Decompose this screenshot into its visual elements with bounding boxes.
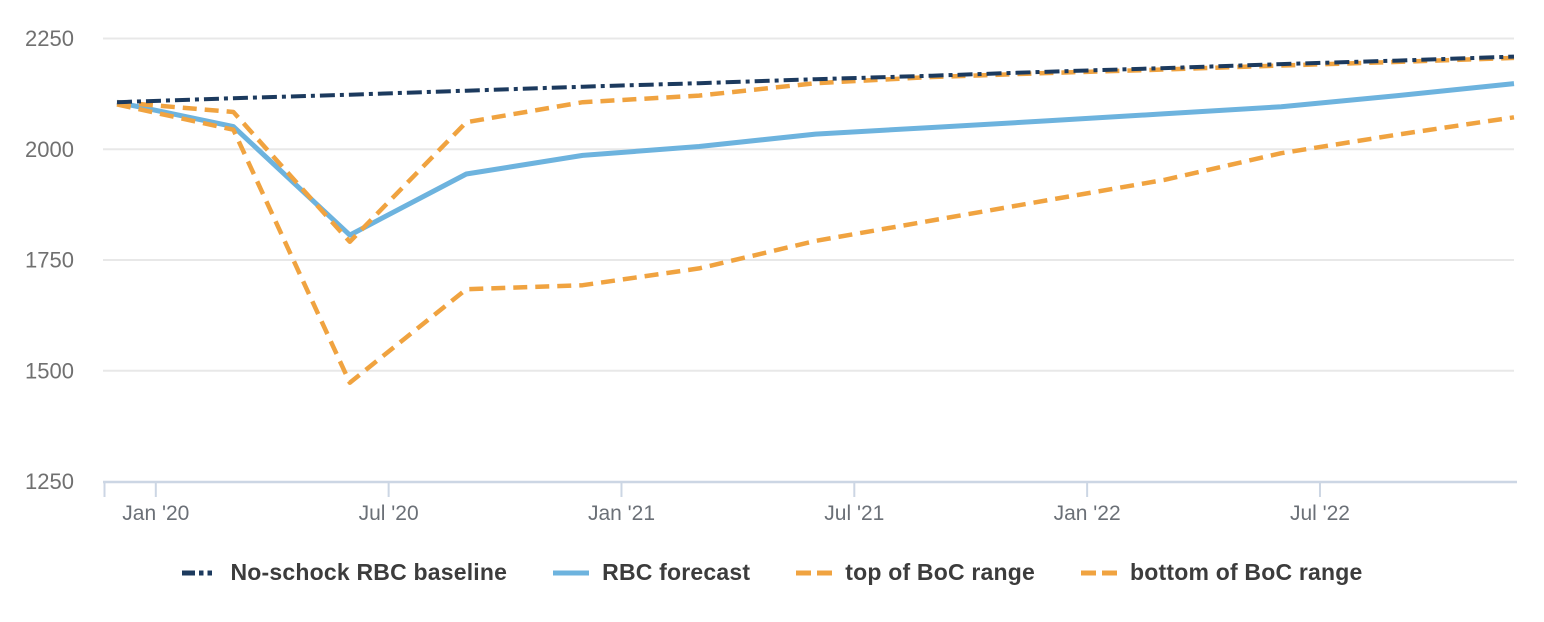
series-line-rbc-forecast <box>116 81 1515 238</box>
legend-label: top of BoC range <box>845 559 1035 585</box>
legend-item-top-of-boc-range[interactable]: top of BoC range <box>796 559 1035 586</box>
rbc-forecast-swatch-line <box>553 570 590 575</box>
legend-item-no-schock-rbc-baseline[interactable]: No-schock RBC baseline <box>181 559 508 586</box>
bottom-of-boc-range-swatch-line <box>1081 570 1117 575</box>
x-axis-label: Jan '20 <box>122 502 189 525</box>
y-axis-label: 1250 <box>25 469 74 494</box>
top-of-boc-range-swatch-line <box>796 570 833 575</box>
plot-svg: 1250 1500 1750 2000 2250 Jan '20 Jul '20 Jan '2… <box>25 26 1517 525</box>
y-axis-label: 1500 <box>25 358 74 383</box>
no-schock-rbc-baseline-swatch-line <box>181 570 218 575</box>
legend-label: RBC forecast <box>602 559 751 585</box>
series-line-bottom-of-boc-range <box>116 102 1515 385</box>
legend-label: bottom of BoC range <box>1130 559 1363 585</box>
x-axis-label: Jul '20 <box>359 502 419 525</box>
x-axis-label: Jan '21 <box>588 502 655 525</box>
chart-legend: No-schock RBC baseline RBC forecast top of… <box>0 559 1544 586</box>
legend-item-rbc-forecast[interactable]: RBC forecast <box>553 559 750 586</box>
series-line-top-of-boc-range <box>116 55 1515 245</box>
x-axis-label: Jul '22 <box>1290 502 1350 525</box>
legend-item-bottom-of-boc-range[interactable]: bottom of BoC range <box>1081 559 1363 586</box>
y-axis-label: 1750 <box>25 248 74 273</box>
y-axis-label: 2000 <box>25 137 74 162</box>
y-axis-label: 2250 <box>25 26 74 51</box>
x-axis-label: Jul '21 <box>824 502 884 525</box>
legend-label: No-schock RBC baseline <box>230 559 508 585</box>
series-line-no-schock-rbc-baseline <box>116 54 1515 105</box>
x-axis-label: Jan '22 <box>1054 502 1121 525</box>
